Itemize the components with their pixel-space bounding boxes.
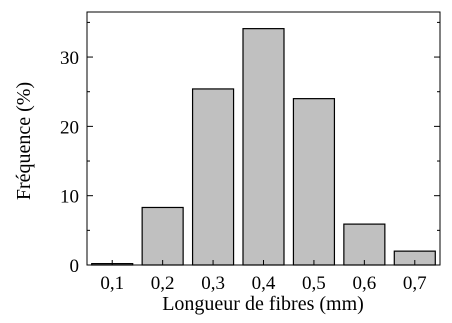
y-axis: 0 10 20 30 <box>60 21 440 277</box>
bar <box>343 223 386 266</box>
y-tick-label: 20 <box>60 117 79 138</box>
x-tick-label: 0,4 <box>252 273 276 294</box>
x-tick-label: 0,1 <box>100 273 124 294</box>
bars <box>91 28 436 266</box>
x-tick-label: 0,6 <box>352 273 376 294</box>
bar <box>191 88 235 266</box>
x-axis: 0,1 0,2 0,3 0,4 0,5 0,6 0,7 <box>100 260 427 294</box>
y-tick-label: 0 <box>70 256 80 277</box>
bar <box>141 206 184 266</box>
x-tick-label: 0,2 <box>151 273 175 294</box>
x-tick-label: 0,5 <box>302 273 326 294</box>
x-tick-label: 0,3 <box>201 273 225 294</box>
x-axis-title: Longueur de fibres (mm) <box>162 293 364 315</box>
x-tick-label: 0,7 <box>403 273 427 294</box>
y-tick-label: 30 <box>60 48 79 69</box>
bar <box>242 28 285 266</box>
bar <box>292 98 336 266</box>
y-axis-title: Fréquence (%) <box>13 82 35 200</box>
y-tick-label: 10 <box>60 187 79 208</box>
